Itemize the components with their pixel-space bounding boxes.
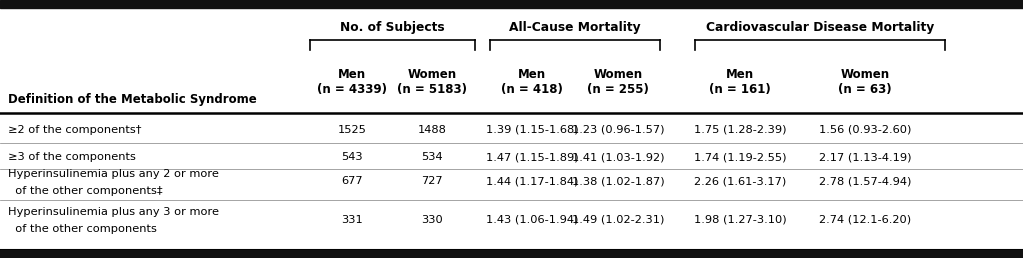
- Text: 1.98 (1.27-3.10): 1.98 (1.27-3.10): [694, 215, 787, 225]
- Text: Hyperinsulinemia plus any 2 or more: Hyperinsulinemia plus any 2 or more: [8, 169, 219, 179]
- Bar: [0, 0, 1023, 8]
- Text: Men
(n = 161): Men (n = 161): [709, 68, 771, 96]
- Text: ≥3 of the components: ≥3 of the components: [8, 152, 136, 162]
- Text: 1.75 (1.28-2.39): 1.75 (1.28-2.39): [694, 125, 787, 135]
- Text: Women
(n = 5183): Women (n = 5183): [397, 68, 468, 96]
- Text: 2.26 (1.61-3.17): 2.26 (1.61-3.17): [694, 176, 786, 186]
- Text: 534: 534: [421, 152, 443, 162]
- Text: Men
(n = 4339): Men (n = 4339): [317, 68, 387, 96]
- Text: Men
(n = 418): Men (n = 418): [501, 68, 563, 96]
- Text: 1.49 (1.02-2.31): 1.49 (1.02-2.31): [572, 215, 664, 225]
- Text: 1.38 (1.02-1.87): 1.38 (1.02-1.87): [572, 176, 664, 186]
- Text: 727: 727: [421, 176, 443, 186]
- Text: Women
(n = 255): Women (n = 255): [587, 68, 649, 96]
- Text: of the other components‡: of the other components‡: [8, 186, 163, 196]
- Text: 677: 677: [342, 176, 363, 186]
- Text: of the other components: of the other components: [8, 224, 157, 234]
- Text: Definition of the Metabolic Syndrome: Definition of the Metabolic Syndrome: [8, 93, 257, 107]
- Text: Cardiovascular Disease Mortality: Cardiovascular Disease Mortality: [706, 21, 934, 35]
- Text: ≥2 of the components†: ≥2 of the components†: [8, 125, 141, 135]
- Text: Hyperinsulinemia plus any 3 or more: Hyperinsulinemia plus any 3 or more: [8, 207, 219, 217]
- Text: 1.44 (1.17-1.84): 1.44 (1.17-1.84): [486, 176, 578, 186]
- Text: 2.78 (1.57-4.94): 2.78 (1.57-4.94): [818, 176, 911, 186]
- Text: 330: 330: [421, 215, 443, 225]
- Text: 1.47 (1.15-1.89): 1.47 (1.15-1.89): [486, 152, 578, 162]
- Text: 1.43 (1.06-1.94): 1.43 (1.06-1.94): [486, 215, 578, 225]
- Text: No. of Subjects: No. of Subjects: [340, 21, 444, 35]
- Bar: [0, 250, 1023, 258]
- Text: 1.56 (0.93-2.60): 1.56 (0.93-2.60): [818, 125, 911, 135]
- Text: 2.17 (1.13-4.19): 2.17 (1.13-4.19): [818, 152, 911, 162]
- Text: 1.39 (1.15-1.68): 1.39 (1.15-1.68): [486, 125, 578, 135]
- Text: 543: 543: [342, 152, 363, 162]
- Text: 1488: 1488: [417, 125, 446, 135]
- Text: All-Cause Mortality: All-Cause Mortality: [509, 21, 640, 35]
- Text: 2.74 (12.1-6.20): 2.74 (12.1-6.20): [819, 215, 911, 225]
- Text: 1.74 (1.19-2.55): 1.74 (1.19-2.55): [694, 152, 787, 162]
- Text: Women
(n = 63): Women (n = 63): [838, 68, 892, 96]
- Text: 1525: 1525: [338, 125, 366, 135]
- Text: 1.41 (1.03-1.92): 1.41 (1.03-1.92): [572, 152, 664, 162]
- Text: 331: 331: [341, 215, 363, 225]
- Text: 1.23 (0.96-1.57): 1.23 (0.96-1.57): [572, 125, 664, 135]
